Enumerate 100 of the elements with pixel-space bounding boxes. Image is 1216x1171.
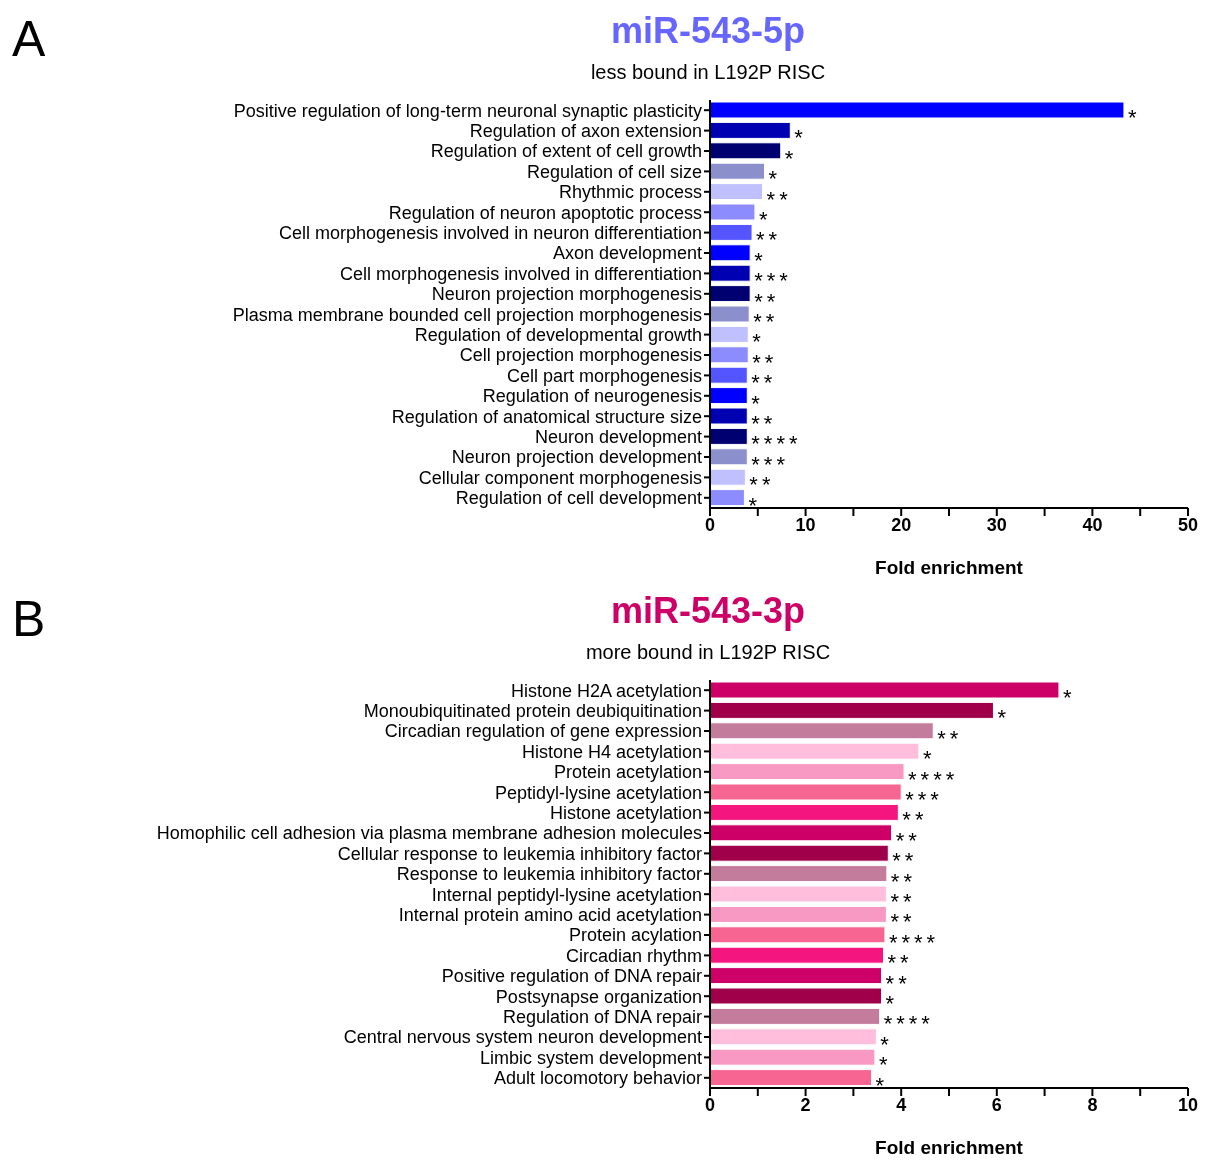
bar bbox=[710, 701, 994, 719]
data-label: ** bbox=[937, 725, 963, 751]
y-tick-label: Regulation of DNA repair bbox=[502, 1006, 702, 1027]
chart-title: miR-543-3p bbox=[610, 590, 806, 631]
y-tick-label: Regulation of anatomical structure size bbox=[391, 406, 702, 427]
x-tick-label: 30 bbox=[986, 514, 1007, 535]
bar bbox=[710, 783, 902, 801]
bar bbox=[710, 824, 893, 842]
chart-subtitle: more bound in L192P RISC bbox=[585, 641, 831, 663]
y-tick-label: Neuron development bbox=[534, 426, 702, 447]
bar bbox=[710, 1048, 876, 1066]
y-tick-label: Neuron projection morphogenesis bbox=[431, 284, 702, 305]
y-tick-label: Peptidyl-lysine acetylation bbox=[494, 782, 702, 803]
data-label: * bbox=[1127, 105, 1141, 130]
x-axis-title: Fold enrichment bbox=[875, 1137, 1024, 1158]
y-tick-label: Positive regulation of DNA repair bbox=[441, 966, 702, 987]
chart-subtitle: less bound in L192P RISC bbox=[590, 61, 826, 83]
bar bbox=[710, 967, 883, 985]
bar bbox=[710, 264, 751, 282]
bar bbox=[710, 101, 1125, 119]
chart-title: miR-543-5p bbox=[610, 10, 806, 51]
bar bbox=[710, 987, 883, 1005]
y-tick-label: Regulation of neurogenesis bbox=[482, 386, 702, 407]
x-axis-title: Fold enrichment bbox=[875, 557, 1024, 578]
bar bbox=[710, 325, 749, 343]
x-tick-label: 8 bbox=[1087, 1094, 1098, 1115]
bar bbox=[710, 803, 899, 821]
y-tick-label: Axon development bbox=[552, 243, 702, 264]
text: A bbox=[12, 10, 46, 68]
y-tick-label: Response to leukemia inhibitory factor bbox=[396, 864, 703, 885]
bar bbox=[710, 162, 765, 180]
bar bbox=[710, 489, 745, 507]
y-tick-label: Regulation of cell size bbox=[526, 161, 702, 182]
y-tick-label: Neuron projection development bbox=[451, 447, 702, 468]
y-tick-label: Cellular component morphogenesis bbox=[418, 467, 702, 488]
y-tick-label: Cell morphogenesis involved in neuron differentiation bbox=[279, 222, 702, 243]
y-tick-label: Protein acylation bbox=[568, 925, 702, 946]
x-tick-label: 4 bbox=[896, 1094, 907, 1115]
y-tick-label: Postsynapse organization bbox=[495, 986, 702, 1007]
y-tick-label: Regulation of developmental growth bbox=[414, 324, 702, 345]
bar bbox=[710, 885, 887, 903]
data-label: * bbox=[997, 705, 1011, 731]
y-tick-label: Adult locomotory behavior bbox=[493, 1068, 702, 1089]
y-tick-label: Histone H2A acetylation bbox=[510, 680, 702, 701]
y-tick-label: Monoubiquitinated protein deubiquitination bbox=[363, 700, 702, 721]
y-tick-label: Regulation of extent of cell growth bbox=[430, 141, 702, 162]
y-tick-label: Cell projection morphogenesis bbox=[459, 345, 702, 366]
bar bbox=[710, 285, 751, 303]
bar bbox=[710, 305, 750, 323]
y-tick-label: Protein acetylation bbox=[553, 762, 702, 783]
bar bbox=[710, 844, 889, 862]
bar bbox=[710, 905, 887, 923]
y-tick-label: Regulation of axon extension bbox=[469, 120, 702, 141]
y-tick-label: Central nervous system neuron development bbox=[343, 1027, 702, 1048]
bar bbox=[710, 926, 886, 944]
y-tick-label: Circadian regulation of gene expression bbox=[384, 721, 702, 742]
text: B bbox=[12, 590, 46, 648]
bar bbox=[710, 742, 920, 760]
y-tick-label: Internal protein amino acid acetylation bbox=[398, 904, 702, 925]
x-tick-label: 50 bbox=[1177, 514, 1199, 535]
y-tick-label: Histone acetylation bbox=[549, 802, 702, 823]
bar bbox=[710, 1069, 873, 1087]
x-tick-label: 40 bbox=[1082, 514, 1103, 535]
bar bbox=[710, 121, 791, 139]
y-tick-label: Limbic system development bbox=[479, 1047, 702, 1068]
x-tick-label: 2 bbox=[800, 1094, 811, 1115]
y-tick-label: Cell part morphogenesis bbox=[506, 365, 702, 386]
bar bbox=[710, 865, 888, 883]
y-tick-label: Regulation of cell development bbox=[455, 488, 702, 509]
bar bbox=[710, 407, 748, 425]
y-tick-label: Rhythmic process bbox=[558, 182, 702, 203]
x-tick-label: 10 bbox=[795, 514, 816, 535]
x-tick-label: 20 bbox=[891, 514, 912, 535]
bar bbox=[710, 1007, 881, 1025]
bar bbox=[710, 142, 782, 160]
data-label: * bbox=[1062, 685, 1076, 710]
bar bbox=[710, 681, 1060, 699]
bar bbox=[710, 223, 753, 241]
bar bbox=[710, 183, 764, 201]
bar bbox=[710, 387, 748, 405]
x-tick-label: 0 bbox=[704, 1094, 716, 1115]
y-tick-label: Histone H4 acetylation bbox=[521, 741, 702, 762]
bar bbox=[710, 468, 746, 486]
bar bbox=[710, 427, 748, 445]
bar bbox=[710, 763, 905, 781]
bar bbox=[710, 1028, 877, 1046]
bar bbox=[710, 366, 748, 384]
x-tick-label: 6 bbox=[991, 1094, 1002, 1115]
bar bbox=[710, 203, 756, 221]
y-tick-label: Homophilic cell adhesion via plasma membrane adhesion molecules bbox=[156, 823, 702, 844]
bar bbox=[710, 244, 751, 262]
x-tick-label: 0 bbox=[704, 514, 716, 535]
y-tick-label: Circadian rhythm bbox=[565, 945, 702, 966]
bar bbox=[710, 346, 749, 364]
bar bbox=[710, 722, 934, 740]
y-tick-label: Cellular response to leukemia inhibitory factor bbox=[337, 843, 702, 864]
bar bbox=[710, 946, 885, 964]
y-tick-label: Internal peptidyl-lysine acetylation bbox=[431, 884, 702, 905]
bar bbox=[710, 448, 748, 466]
y-tick-label: Cell morphogenesis involved in differentiation bbox=[340, 263, 702, 284]
